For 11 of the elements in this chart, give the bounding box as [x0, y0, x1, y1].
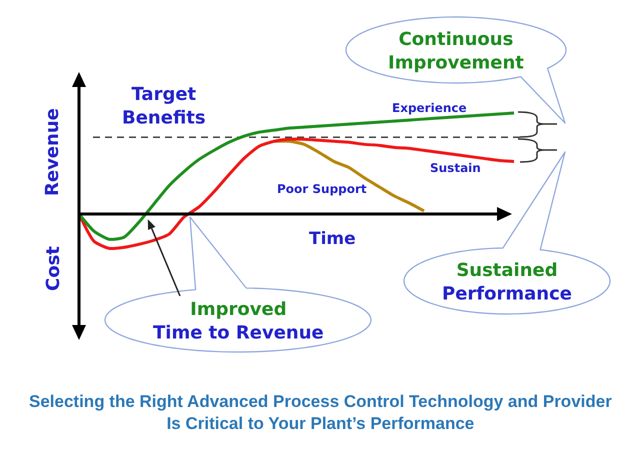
text: Selecting the Right Advanced Process Control Technology and Provider Is Critical to Your Plant’s Performance	[29, 392, 612, 434]
series-label: Sustain	[430, 161, 481, 175]
series-label: Experience	[392, 101, 467, 115]
text: Cost	[43, 246, 64, 291]
text: Continuous Improvement	[388, 29, 524, 74]
x-axis-title: Time	[309, 229, 356, 249]
series-label: Poor Support	[277, 182, 367, 196]
y-axis-title: Revenue	[42, 108, 63, 196]
ref-line-label: Target Benefits	[122, 84, 206, 128]
text: Improved Time to Revenue	[153, 299, 324, 344]
text: Sustained Performance	[442, 260, 572, 304]
